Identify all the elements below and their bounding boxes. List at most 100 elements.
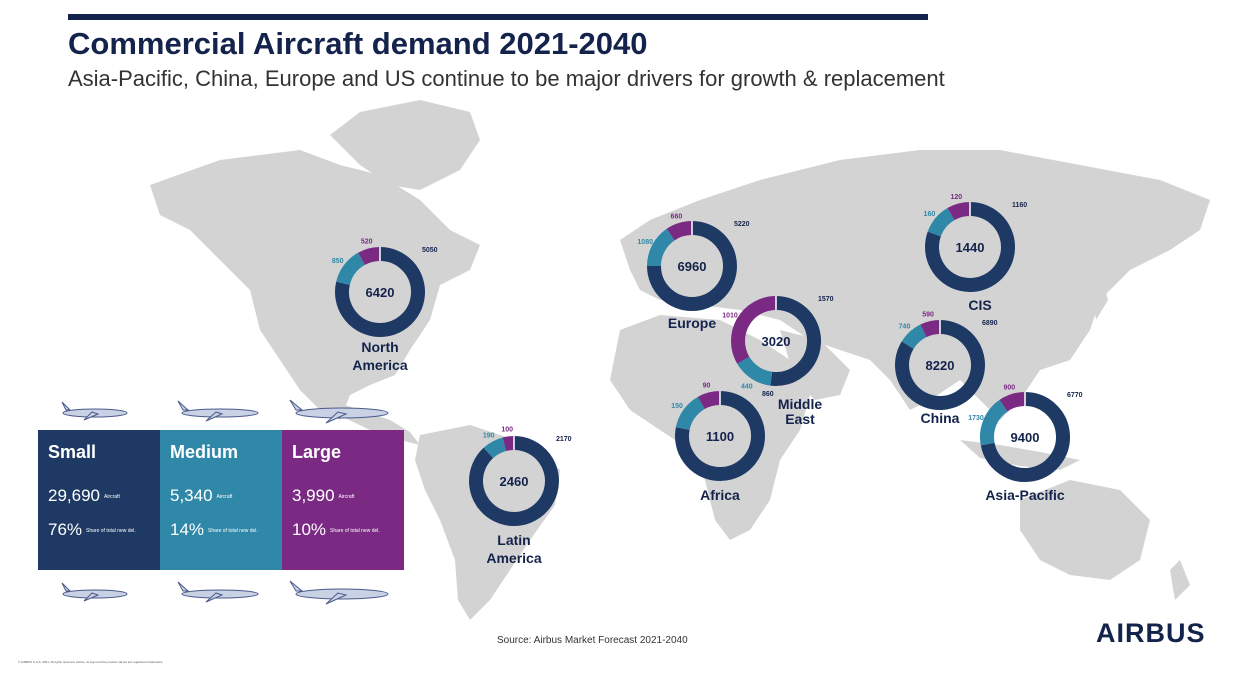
- donut-europe-medium-segment: [647, 228, 675, 267]
- legend-small-share: 76%: [48, 520, 83, 539]
- donut-north-america: 6420 5050 850 520 North America: [332, 239, 438, 373]
- donut-cis: 1440 1160 160 120 CIS: [924, 194, 1028, 313]
- donut-cis-total: 1440: [956, 240, 985, 255]
- region-label-europe: Europe: [668, 315, 716, 331]
- aircraft-size-legend: Small 29,690 Aircraft 76% Share of total n…: [38, 430, 404, 570]
- donut-asia-pacific-small-segment: [980, 392, 1070, 482]
- region-label-latin-america-1: Latin: [497, 532, 530, 548]
- legend-medium-count-unit: Aircraft: [216, 493, 233, 500]
- region-label-africa: Africa: [700, 487, 740, 503]
- header-rule: [68, 14, 928, 20]
- donut-africa: 1100 860 150 90 Africa: [671, 383, 774, 503]
- legend-medium-count-row: 5,340 Aircraft: [170, 486, 272, 506]
- land-south-america: [415, 425, 560, 620]
- legend-medium-count: 5,340: [170, 486, 213, 505]
- legend-large-share-row: 10% Share of total new del.: [292, 520, 394, 540]
- page-subtitle: Asia-Pacific, China, Europe and US conti…: [68, 66, 945, 91]
- donut-africa-large-value: 90: [703, 383, 711, 390]
- donut-europe-large-value: 660: [671, 213, 683, 220]
- donut-cis-medium-value: 160: [924, 211, 936, 218]
- legend-medium-label: Medium: [170, 442, 239, 462]
- legend-large-label: Large: [292, 442, 342, 462]
- world-map-landmass: [150, 100, 1210, 620]
- legend-small-share-row: 76% Share of total new del.: [48, 520, 150, 540]
- donut-cis-large-segment: [947, 202, 971, 221]
- donut-middle-east-total: 3020: [762, 334, 791, 349]
- donut-north-america-small-value: 5050: [422, 247, 438, 254]
- region-label-cis: CIS: [968, 297, 991, 313]
- legend-large-count-row: 3,990 Aircraft: [292, 486, 394, 506]
- donut-middle-east-medium-value: 440: [741, 383, 753, 390]
- donut-africa-total: 1100: [706, 429, 734, 444]
- land-eurasia: [620, 150, 1210, 420]
- donut-asia-pacific-medium-value: 1730: [968, 415, 984, 422]
- copyright-fine-print: © AIRBUS S.A.S. 2021. All rights reserve…: [18, 660, 164, 664]
- legend-medium: Medium 5,340 Aircraft 14% Share of total n…: [160, 430, 282, 570]
- legend-medium-share-note: Share of total new del.: [208, 527, 258, 534]
- region-label-north-america-2: America: [352, 357, 407, 373]
- donut-asia-pacific-large-segment: [999, 392, 1026, 412]
- legend-small-share-note: Share of total new del.: [86, 527, 136, 534]
- region-label-china: China: [921, 410, 960, 426]
- legend-small-label: Small: [48, 442, 97, 462]
- legend-large-share: 10%: [292, 520, 327, 539]
- donut-north-america-small-segment: [335, 247, 425, 337]
- donut-europe-total: 6960: [678, 259, 707, 274]
- donut-middle-east-small-segment: [770, 296, 822, 386]
- donut-middle-east-medium-segment: [737, 356, 773, 386]
- legend-small-count-unit: Aircraft: [104, 493, 120, 500]
- donut-asia-pacific-total: 9400: [1011, 430, 1040, 445]
- legend-small-count-row: 29,690 Aircraft: [48, 486, 150, 506]
- land-arabia: [780, 330, 850, 400]
- donut-china-medium-segment: [901, 324, 927, 349]
- donut-cis-small-segment: [925, 202, 1015, 292]
- donut-china: 8220 6890 740 590 China: [895, 311, 998, 426]
- land-australia: [1020, 480, 1150, 580]
- donut-china-large-segment: [920, 320, 941, 338]
- donut-asia-pacific-medium-segment: [980, 399, 1008, 446]
- donut-europe: 6960 5220 1080 660 Europe: [637, 213, 749, 331]
- donut-china-small-segment: [895, 320, 985, 410]
- donut-africa-small-segment: [675, 391, 765, 481]
- legend-small-count: 29,690: [48, 486, 100, 505]
- region-label-latin-america-2: America: [486, 550, 541, 566]
- donut-latin-america-small-value: 2170: [556, 436, 572, 443]
- airbus-logo: AIRBUS: [1096, 618, 1206, 648]
- donut-latin-america-total: 2460: [500, 474, 529, 489]
- legend-large: Large 3,990 Aircraft 10% Share of total ne…: [282, 430, 404, 570]
- donut-africa-medium-value: 150: [671, 403, 683, 410]
- donut-europe-medium-value: 1080: [637, 239, 653, 246]
- donut-north-america-medium-segment: [336, 252, 366, 286]
- legend-small: Small 29,690 Aircraft 76% Share of total n…: [38, 430, 160, 570]
- donut-north-america-large-segment: [358, 247, 381, 266]
- legend-medium-share-row: 14% Share of total new del.: [170, 520, 272, 540]
- land-new-zealand: [1170, 560, 1190, 600]
- donut-latin-america-large-segment: [502, 435, 515, 452]
- donut-north-america-large-value: 520: [361, 239, 373, 246]
- donut-latin-america-large-value: 100: [501, 426, 513, 433]
- donut-africa-small-value: 860: [762, 391, 774, 398]
- legend-large-share-note: Share of total new del.: [330, 527, 380, 534]
- land-north-america: [150, 150, 480, 420]
- donut-china-large-value: 590: [922, 311, 934, 318]
- legend-large-count: 3,990: [292, 486, 335, 505]
- source-note: Source: Airbus Market Forecast 2021-2040: [497, 635, 688, 646]
- region-label-north-america-1: North: [361, 339, 398, 355]
- donut-china-total: 8220: [926, 358, 955, 373]
- land-greenland: [330, 100, 480, 190]
- donut-middle-east-small-value: 1570: [818, 296, 834, 303]
- donut-latin-america-medium-segment: [483, 437, 507, 459]
- donut-group: 6420 5050 850 520 North America 2460 2170 190 100…: [332, 194, 1083, 566]
- donut-latin-america: 2460 2170 190 100 Latin America: [469, 426, 572, 566]
- region-label-middle-east-2: East: [785, 411, 815, 427]
- donut-north-america-total: 6420: [366, 285, 395, 300]
- land-britain: [628, 240, 646, 272]
- donut-latin-america-medium-value: 190: [483, 432, 495, 439]
- donut-north-america-medium-value: 850: [332, 258, 344, 265]
- donut-europe-large-segment: [666, 221, 693, 241]
- donut-china-small-value: 6890: [982, 320, 998, 327]
- donut-middle-east-large-segment: [731, 296, 777, 364]
- land-japan: [1090, 270, 1108, 320]
